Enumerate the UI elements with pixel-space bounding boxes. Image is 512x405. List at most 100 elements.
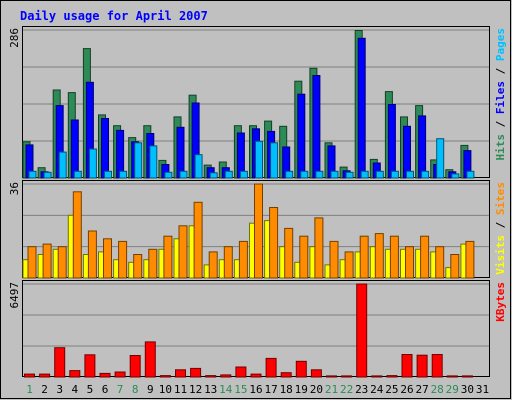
bar-files-day-23 [357, 37, 366, 179]
chart-title: Daily usage for April 2007 [20, 9, 208, 23]
bar-kbytes-day-30 [461, 375, 473, 378]
x-tick-label-25: 25 [385, 383, 398, 396]
bar-kbytes-day-9 [144, 341, 156, 378]
legend-files: Files [494, 81, 507, 114]
y-max-label-panel-3: 6497 [8, 282, 21, 309]
bar-sites-day-4 [72, 191, 82, 279]
x-tick-label-22: 22 [340, 383, 353, 396]
bar-kbytes-day-7 [114, 371, 126, 378]
bar-sites-day-1 [27, 246, 37, 279]
x-tick-label-28: 28 [431, 383, 444, 396]
bar-kbytes-day-21 [326, 375, 337, 378]
x-tick-label-26: 26 [400, 383, 413, 396]
bar-kbytes-day-16 [250, 373, 262, 378]
bar-files-day-4 [70, 119, 79, 179]
bar-kbytes-day-14 [220, 374, 232, 378]
x-tick-label-9: 9 [147, 383, 154, 396]
x-tick-label-12: 12 [189, 383, 202, 396]
x-tick-label-27: 27 [415, 383, 428, 396]
x-tick-label-31: 31 [476, 383, 489, 396]
bar-pages-day-12 [194, 154, 203, 179]
bar-pages-day-5 [88, 148, 97, 179]
bar-pages-day-11 [179, 170, 188, 179]
bar-files-day-26 [403, 125, 411, 179]
legend-visits: Visits [494, 235, 507, 275]
bar-pages-day-24 [375, 170, 384, 179]
bar-pages-day-15 [239, 170, 248, 179]
x-tick-label-7: 7 [117, 383, 124, 396]
bar-kbytes-day-3 [54, 347, 66, 378]
bar-sites-day-10 [163, 235, 173, 279]
x-tick-label-18: 18 [280, 383, 293, 396]
bar-kbytes-day-13 [205, 375, 217, 378]
bar-sites-day-18 [284, 227, 294, 279]
bar-sites-day-25 [389, 235, 399, 279]
bar-kbytes-day-5 [84, 354, 96, 378]
bar-pages-day-2 [43, 171, 52, 179]
bar-pages-day-14 [224, 170, 233, 179]
bar-sites-day-19 [299, 235, 309, 279]
bar-sites-day-5 [87, 230, 97, 279]
x-tick-label-5: 5 [87, 383, 94, 396]
bar-kbytes-day-11 [175, 369, 186, 378]
bar-pages-day-17 [270, 142, 279, 179]
bar-pages-day-22 [345, 171, 354, 179]
bar-pages-day-16 [255, 140, 263, 179]
bar-sites-day-29 [450, 254, 460, 279]
bar-pages-day-25 [390, 170, 399, 179]
bar-pages-day-7 [119, 170, 128, 179]
bar-pages-day-27 [421, 170, 430, 179]
bar-pages-day-26 [406, 170, 414, 179]
legend-separator: / [494, 215, 507, 235]
bar-kbytes-day-1 [24, 373, 35, 378]
bar-sites-day-17 [269, 207, 279, 279]
x-tick-label-16: 16 [249, 383, 262, 396]
legend-sites: Sites [494, 182, 507, 215]
x-tick-label-14: 14 [219, 383, 233, 396]
x-tick-label-20: 20 [310, 383, 323, 396]
bar-sites-day-30 [465, 240, 475, 279]
bar-files-day-19 [297, 93, 306, 179]
bar-pages-day-8 [134, 142, 143, 179]
bar-sites-day-28 [435, 246, 445, 279]
legend-pages: Pages [494, 28, 507, 61]
x-tick-label-24: 24 [370, 383, 384, 396]
right-legend-panel-2: Visits / Sites [494, 182, 507, 275]
right-legend-panel-3: KBytes [494, 282, 507, 322]
bar-kbytes-day-10 [159, 375, 171, 378]
bar-sites-day-8 [133, 254, 143, 279]
bar-sites-day-27 [420, 235, 430, 279]
bar-sites-day-21 [329, 240, 339, 279]
bar-sites-day-15 [238, 240, 248, 279]
x-tick-label-15: 15 [234, 383, 247, 396]
x-tick-label-10: 10 [159, 383, 172, 396]
bar-sites-day-6 [103, 238, 112, 279]
bar-kbytes-day-2 [39, 373, 51, 378]
x-axis: 1 2 3 4 5 6 7 8 9 10 11 12 13 14 15 16 17 18 19 20 21 22 23 24 2… [26, 383, 489, 396]
bar-files-day-6 [101, 118, 109, 179]
y-max-label-panel-2: 36 [8, 182, 21, 195]
legend-kbytes: KBytes [494, 282, 507, 322]
x-tick-label-1: 1 [26, 383, 33, 396]
bar-kbytes-day-27 [416, 354, 428, 378]
bar-files-day-27 [418, 115, 427, 179]
panel-1: 286 Hits / Files / Pages [8, 26, 507, 179]
bar-pages-day-20 [315, 170, 324, 179]
bar-pages-day-3 [58, 151, 67, 179]
bar-sites-day-24 [374, 233, 384, 279]
x-tick-label-6: 6 [102, 383, 109, 396]
bar-kbytes-day-24 [371, 375, 383, 378]
bar-sites-day-26 [405, 246, 414, 279]
bar-sites-day-13 [208, 251, 218, 279]
bar-pages-day-21 [330, 170, 339, 179]
bar-files-day-25 [387, 104, 396, 179]
bar-sites-day-7 [118, 240, 128, 279]
bar-kbytes-day-20 [310, 369, 322, 378]
legend-hits: Hits [494, 134, 507, 161]
panel-3: 6497 KBytes [8, 280, 507, 378]
bar-pages-day-1 [28, 170, 37, 179]
bar-kbytes-day-15 [235, 366, 247, 378]
bar-kbytes-day-29 [446, 375, 458, 378]
